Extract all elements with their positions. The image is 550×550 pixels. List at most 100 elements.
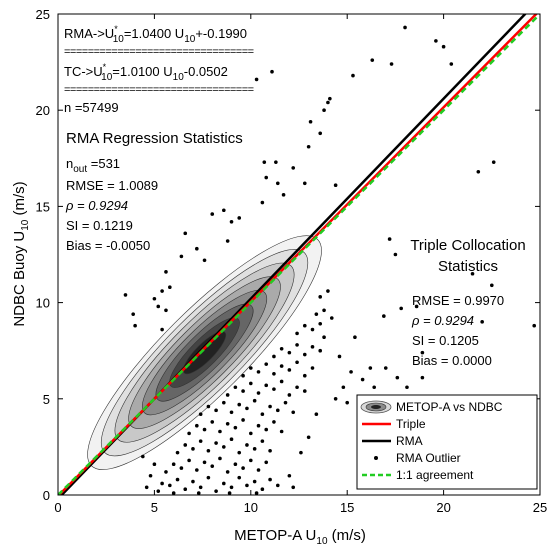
outlier-point [318,295,323,299]
legend-label-triple: Triple [396,417,426,431]
outlier-point [245,483,249,488]
outlier-point [414,304,419,309]
outlier-point [393,252,398,257]
y-tick-label: 0 [43,488,50,503]
outlier-point [490,283,494,288]
legend-label-density: METOP-A vs NDBC [396,400,503,414]
outlier-point [268,448,272,453]
outlier-point [227,491,232,495]
outlier-point [295,360,299,365]
outlier-point [210,464,215,468]
outlier-point [420,375,425,380]
outlier-point [198,439,203,443]
outlier-point [252,447,257,451]
outlier-point [187,431,191,436]
outlier-point [225,393,230,397]
outlier-point [275,181,280,186]
outlier-point [171,462,176,467]
outlier-point [222,481,226,486]
outlier-point [164,270,168,274]
outlier-point [237,475,242,480]
outlier-point [198,412,203,416]
tc-stats-title-line2: Statistics [438,258,498,275]
outlier-point [144,485,149,490]
outlier-point [245,406,249,411]
outlier-point [222,208,226,213]
rma-rmse: RMSE = 1.0089 [66,178,158,193]
outlier-point [183,487,188,492]
outlier-point [168,285,172,290]
outlier-point [287,350,292,355]
outlier-point [156,304,161,309]
outlier-point [196,491,201,495]
rma-si: SI = 0.1219 [66,218,133,233]
legend-outlier-swatch [374,456,378,460]
sample-count: n =57499 [64,100,119,115]
outlier-point [382,314,386,318]
outlier-point [279,364,284,368]
outlier-point [399,306,403,311]
outlier-point [198,485,203,490]
legend-item-density: METOP-A vs NDBC [360,400,503,414]
outlier-point [349,370,353,374]
outlier-point [264,362,269,366]
legend-label-outlier: RMA Outlier [396,451,461,465]
outlier-point [206,404,211,409]
outlier-point [360,377,365,382]
outlier-point [291,166,296,170]
outlier-point [322,335,326,340]
legend-item-one-to-one: 1:1 agreement [362,468,474,482]
outlier-point [283,400,288,405]
outlier-point [274,160,278,164]
outlier-point [275,408,280,413]
tc-rmse: RMSE = 0.9970 [412,293,504,308]
outlier-point [264,383,269,388]
outlier-point [225,470,230,474]
outlier-point [491,160,496,164]
outlier-point [395,375,400,380]
outlier-point [237,450,242,455]
outlier-point [225,422,230,426]
outlier-point [229,485,234,490]
x-tick-label: 20 [436,500,450,515]
outlier-point [241,389,245,393]
tc-si: SI = 0.1205 [412,333,479,348]
outlier-point [279,346,284,351]
outlier-point [254,491,259,495]
outlier-point [256,391,261,395]
legend-item-rma: RMA [362,434,423,448]
outlier-point [291,485,296,490]
outlier-point [229,437,234,442]
legend-density-swatch-inner [371,405,381,409]
outlier-point [131,312,135,316]
y-tick-label: 25 [36,7,50,22]
outlier-point [403,25,407,30]
outlier-point [306,435,311,440]
outlier-point [202,258,207,263]
outlier-point [310,366,315,370]
outlier-point [164,470,168,474]
outlier-point [123,293,128,297]
outlier-point [233,462,238,467]
outlier-point [218,429,222,434]
outlier-point [264,427,269,432]
tc-rho: ρ = 0.9294 [411,313,474,328]
x-axis-label: METOP-A U10 (m/s) [234,527,366,547]
outlier-point [168,483,172,488]
outlier-point [329,316,334,320]
outlier-point [310,345,315,349]
tc-separator: ================================ [64,84,254,96]
outlier-point [318,348,323,353]
outlier-point [372,385,376,390]
outlier-point [256,370,261,374]
rma-bias: Bias = -0.0050 [66,238,150,253]
outlier-point [387,237,392,241]
outlier-point [191,447,195,451]
outlier-point [187,458,191,463]
outlier-point [260,487,265,492]
rma-separator: ================================ [64,46,254,58]
y-tick-label: 5 [43,392,50,407]
outlier-point [252,398,257,403]
outlier-point [295,343,299,347]
